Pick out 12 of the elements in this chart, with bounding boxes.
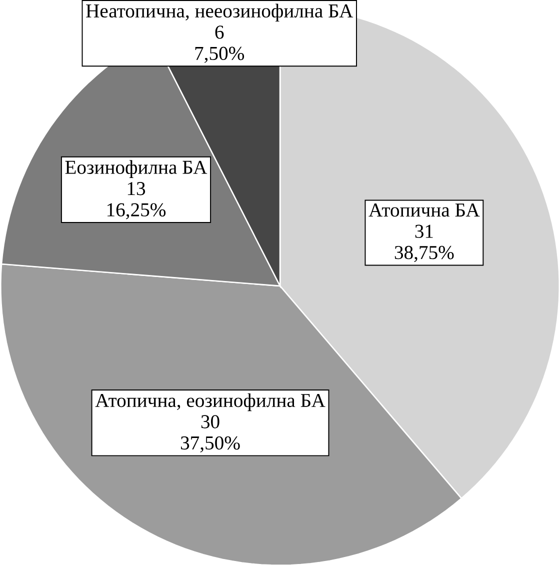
slice-label: Атопична, еозинофилна БА: [95, 393, 326, 412]
data-label: 13: [128, 182, 146, 196]
text: 7,50%: [195, 46, 244, 63]
slice-label: Еозинофилна БА: [65, 160, 208, 178]
data-label: 31: [415, 224, 433, 238]
text: 37,50%: [180, 436, 240, 452]
text: 38,75%: [394, 246, 454, 262]
data-label: 6: [215, 26, 224, 39]
slice-label: Атопична БА: [368, 204, 480, 217]
data-label: 30: [201, 415, 220, 428]
slice-label: Неатопична, нееозинофилна БА: [86, 4, 354, 22]
text: 16,25%: [107, 203, 166, 220]
